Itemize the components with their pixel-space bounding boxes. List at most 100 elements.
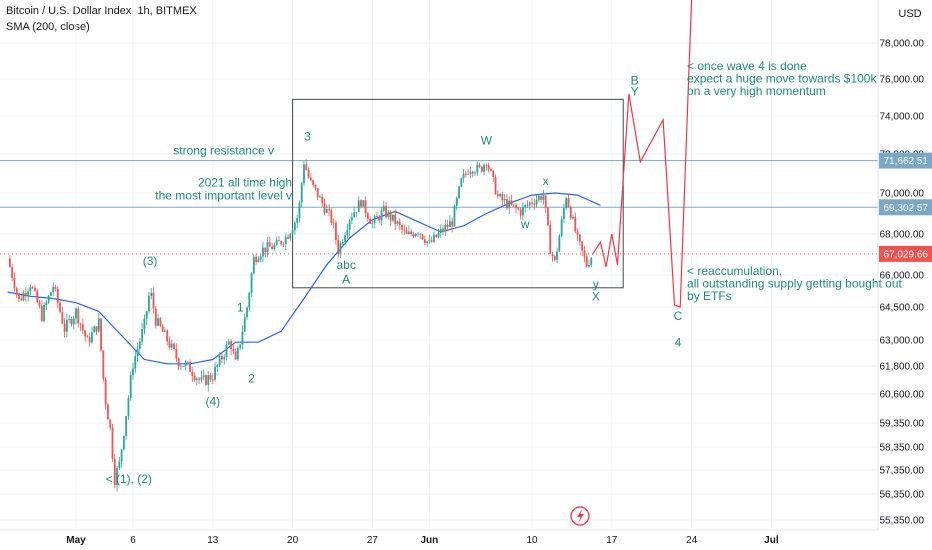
wave-label: 3 (304, 130, 311, 144)
candle-body (225, 344, 228, 357)
candle-body (154, 308, 157, 326)
candle-body (211, 379, 214, 381)
candle-body (449, 221, 451, 227)
candle-body (547, 207, 549, 226)
candle-body (499, 193, 501, 197)
candle-body (88, 337, 91, 343)
candle-body (339, 242, 342, 255)
candle-body (485, 164, 488, 166)
candle-body (36, 290, 39, 303)
price-tag (879, 152, 932, 169)
candle-body (111, 427, 114, 459)
candle-body (50, 292, 52, 296)
candle-body (565, 198, 568, 209)
candle-body (569, 206, 572, 219)
candle-body (243, 317, 246, 332)
currency-label[interactable]: USD (898, 8, 921, 20)
candle-body (515, 204, 517, 209)
price-tick-label: 58,350.00 (880, 443, 925, 454)
candle-body (77, 308, 80, 324)
candle-body (47, 295, 50, 303)
candle-body (478, 164, 481, 167)
candle-body (335, 222, 337, 240)
candle-body (578, 234, 581, 242)
candle-body (366, 213, 369, 220)
candle-body (417, 233, 419, 235)
candle-body (455, 197, 458, 206)
candle-body (56, 288, 59, 303)
candle-body (423, 239, 426, 244)
candle-body (535, 199, 538, 205)
candle-body (392, 214, 394, 221)
candle-body (467, 173, 470, 175)
candle-body (446, 225, 449, 227)
candle-body (223, 356, 226, 360)
candle-body (102, 350, 105, 380)
candle-body (378, 216, 381, 221)
wave-label: < (1), (2) (106, 472, 152, 486)
price-tick-label: 56,350.00 (880, 490, 925, 501)
price-tick-label: 59,350.00 (880, 419, 925, 430)
candle-body (387, 212, 390, 218)
note-line: expect a huge move towards $100k (687, 72, 877, 86)
price-tick-label: 63,000.00 (880, 336, 925, 347)
candle-body (184, 362, 187, 367)
price-tag-label: 71,662.51 (884, 156, 929, 167)
indicator-label[interactable]: SMA (200, close) (6, 21, 90, 33)
time-tick-label: 24 (686, 535, 698, 546)
candle-body (435, 234, 438, 238)
candle-body (193, 375, 196, 380)
candle-body (61, 311, 64, 324)
candle-body (305, 164, 308, 171)
candle-body (382, 206, 385, 211)
note-line: by ETFs (687, 289, 732, 303)
candle-body (483, 164, 486, 172)
candle-body (161, 325, 164, 332)
candle-body (241, 331, 244, 345)
candle-body (510, 200, 513, 205)
symbol-title[interactable]: Bitcoin / U.S. Dollar Index, 1h, BITMEX (6, 5, 197, 17)
candle-body (125, 416, 128, 436)
candle-body (426, 241, 429, 244)
candle-body (319, 196, 321, 198)
candle-body (474, 172, 476, 174)
candle-body (40, 305, 43, 321)
candle-body (248, 292, 251, 308)
candle-body (70, 318, 73, 325)
candle-body (157, 318, 159, 326)
time-axis[interactable]: May 6 13 20 27 Jun 10 17 24 Jul (66, 535, 779, 546)
consolidation-box (292, 98, 624, 289)
candle-body (471, 171, 474, 174)
candle-body (175, 349, 178, 359)
candle-body (182, 365, 185, 367)
flash-icon[interactable] (570, 506, 590, 526)
candle-body (549, 225, 552, 254)
time-tick-label: Jun (421, 535, 439, 546)
candle-body (198, 378, 201, 380)
candle-body (275, 240, 278, 246)
candle-body (109, 419, 112, 428)
candle-body (43, 305, 45, 321)
candle-body (421, 234, 424, 240)
price-tick-label: 61,800.00 (880, 362, 925, 373)
candle-body (18, 293, 20, 299)
candle-body (476, 164, 479, 173)
candle-body (97, 318, 100, 332)
candle-body (141, 329, 144, 342)
candle-body (11, 266, 14, 279)
candle-body (24, 293, 27, 296)
time-tick-label: 20 (287, 535, 299, 546)
candle-body (227, 341, 230, 345)
candle-body (460, 178, 463, 187)
candle-body (257, 259, 260, 262)
candle-body (268, 242, 271, 247)
candle-body (451, 221, 454, 227)
candle-body (168, 341, 171, 348)
candle-body (364, 200, 367, 214)
wave-label: y (593, 277, 599, 291)
candle-body (517, 208, 520, 210)
candle-body (230, 341, 232, 350)
candle-body (170, 343, 173, 348)
